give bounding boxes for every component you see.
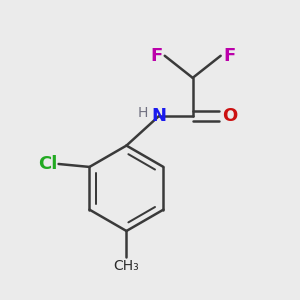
Text: Cl: Cl	[38, 155, 57, 173]
Text: CH₃: CH₃	[114, 259, 139, 273]
Text: F: F	[150, 47, 162, 65]
Text: O: O	[222, 107, 237, 125]
Text: F: F	[223, 47, 235, 65]
Text: H: H	[137, 106, 148, 120]
Text: N: N	[151, 107, 166, 125]
